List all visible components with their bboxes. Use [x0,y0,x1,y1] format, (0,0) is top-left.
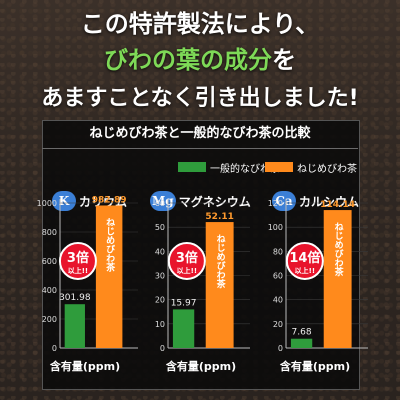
value-label-general-magnesium: 15.97 [171,298,197,308]
headline-line-2-highlight: びわの葉の成分 [104,46,272,74]
value-label-nejime-magnesium: 52.11 [205,212,233,222]
headline-line-1: この特許製法により、 [80,10,320,38]
y-tick-label-potassium-0: 0 [52,344,57,353]
y-tick-label-magnesium-1: 10 [155,320,165,329]
headline-line-2-suffix: を [272,46,296,74]
value-label-general-calcium: 7.68 [292,328,312,338]
bar-nejime-calcium [323,210,352,348]
y-tick-label-potassium-2: 400 [42,286,57,295]
legend-general: 一般的なびわ茶 [178,160,280,175]
ratio-label-magnesium: 3倍 [176,250,198,266]
ratio-sub-calcium: 以上!! [295,266,315,275]
headline-line-2: びわの葉の成分を [0,40,400,75]
y-tick-label-potassium-5: 1000 [37,199,57,208]
y-tick-label-calcium-1: 20 [273,320,283,329]
x-axis-label-calcium: 含有量(ppm) [279,360,351,373]
y-tick-label-potassium-4: 800 [42,228,57,237]
legend-swatch-general [178,162,206,172]
value-label-nejime-calcium: 114.14 [320,200,355,210]
y-tick-label-calcium-6: 120 [268,199,283,208]
y-tick-label-magnesium-4: 40 [155,247,165,256]
y-tick-label-calcium-0: 0 [278,344,283,353]
value-label-general-potassium: 301.98 [59,293,91,303]
y-tick-label-calcium-3: 60 [273,272,283,281]
y-tick-label-potassium-1: 200 [42,315,57,324]
legend-swatch-nejime [265,162,293,172]
value-label-nejime-potassium: 982.89 [92,195,127,205]
chart-title-calcium-text: カルシウム [299,194,360,209]
y-tick-label-magnesium-2: 20 [155,296,165,305]
panel-title: ねじめびわ茶と一般的なびわ茶の比較 [42,120,358,149]
ratio-sub-potassium: 以上!! [68,266,88,275]
legend-nejime: ねじめびわ茶 [265,160,357,175]
bar-general-potassium [64,304,85,348]
element-badge-potassium: K [52,191,76,211]
y-tick-label-calcium-4: 80 [273,247,283,256]
y-tick-label-calcium-2: 40 [273,296,283,305]
legend-label-nejime: ねじめびわ茶 [297,163,357,175]
bar-general-magnesium [172,309,195,348]
bar-text-nejime-calcium: ねじめびわ茶 [333,222,345,277]
bar-nejime-potassium [95,205,123,348]
y-tick-label-magnesium-6: 60 [155,199,165,208]
ratio-label-potassium: 3倍 [67,250,89,266]
bar-text-nejime-magnesium: ねじめびわ茶 [215,234,227,289]
y-tick-label-calcium-5: 100 [268,223,283,232]
y-tick-label-magnesium-5: 50 [155,223,165,232]
bar-general-calcium [290,338,313,348]
chart-title-magnesium-text: マグネシウム [178,194,251,209]
chart-title-potassium-text: カリウム [79,194,128,209]
legend-label-general: 一般的なびわ茶 [210,163,280,175]
y-tick-label-magnesium-3: 30 [155,272,165,281]
bar-text-nejime-potassium: ねじめびわ茶 [104,217,116,272]
ratio-label-calcium: 14倍 [289,250,320,266]
headline-line-3: あますことなく引き出しました! [41,86,359,111]
ratio-sub-magnesium: 以上!! [177,266,197,275]
ratio-badge-potassium [58,242,97,280]
element-badge-calcium: Ca [272,191,296,211]
bar-nejime-magnesium [205,222,234,348]
x-axis-label-magnesium: 含有量(ppm) [165,360,237,373]
ratio-badge-calcium [285,242,324,280]
chart-title-calcium: Ca カルシウム [272,190,359,212]
ratio-badge-magnesium [167,242,206,280]
chart-title-potassium: K カリウム [52,190,127,212]
x-axis-label-potassium: 含有量(ppm) [49,360,121,373]
y-tick-label-magnesium-0: 0 [160,344,165,353]
y-tick-label-potassium-3: 600 [42,257,57,266]
